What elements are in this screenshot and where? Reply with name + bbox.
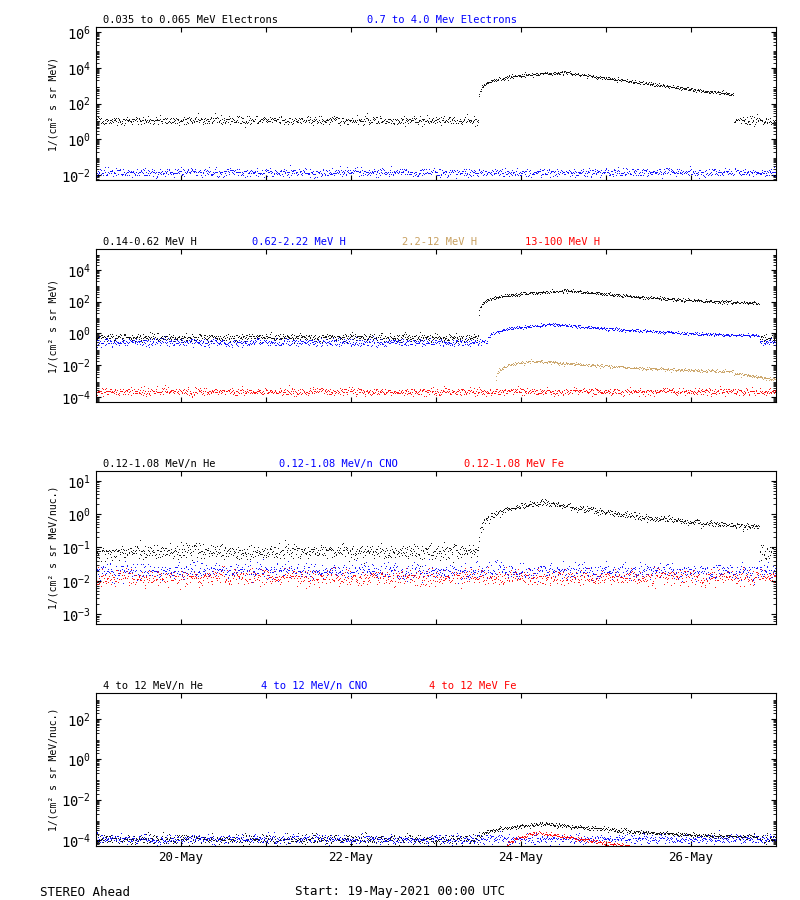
Text: 0.62-2.22 MeV H: 0.62-2.22 MeV H xyxy=(253,238,346,248)
Text: STEREO Ahead: STEREO Ahead xyxy=(40,886,130,898)
Text: 2.2-12 MeV H: 2.2-12 MeV H xyxy=(402,238,477,248)
Text: 0.14-0.62 MeV H: 0.14-0.62 MeV H xyxy=(102,238,197,248)
Y-axis label: 1/(cm² s sr MeV): 1/(cm² s sr MeV) xyxy=(48,278,58,373)
Text: 13-100 MeV H: 13-100 MeV H xyxy=(525,238,600,248)
Text: 0.12-1.08 MeV/n He: 0.12-1.08 MeV/n He xyxy=(102,459,215,470)
Text: 0.12-1.08 MeV Fe: 0.12-1.08 MeV Fe xyxy=(464,459,564,470)
Text: 4 to 12 MeV/n CNO: 4 to 12 MeV/n CNO xyxy=(262,681,367,691)
Text: 0.12-1.08 MeV/n CNO: 0.12-1.08 MeV/n CNO xyxy=(279,459,398,470)
Y-axis label: 1/(cm² s sr MeV): 1/(cm² s sr MeV) xyxy=(49,57,58,150)
Text: Start: 19-May-2021 00:00 UTC: Start: 19-May-2021 00:00 UTC xyxy=(295,886,505,898)
Text: 0.035 to 0.065 MeV Electrons: 0.035 to 0.065 MeV Electrons xyxy=(102,15,278,25)
Text: 0.7 to 4.0 Mev Electrons: 0.7 to 4.0 Mev Electrons xyxy=(367,15,518,25)
Text: 4 to 12 MeV Fe: 4 to 12 MeV Fe xyxy=(429,681,516,691)
Text: 4 to 12 MeV/n He: 4 to 12 MeV/n He xyxy=(102,681,203,691)
Y-axis label: 1/(cm² s sr MeV/nuc.): 1/(cm² s sr MeV/nuc.) xyxy=(48,707,58,831)
Y-axis label: 1/(cm² s sr MeV/nuc.): 1/(cm² s sr MeV/nuc.) xyxy=(49,486,58,609)
